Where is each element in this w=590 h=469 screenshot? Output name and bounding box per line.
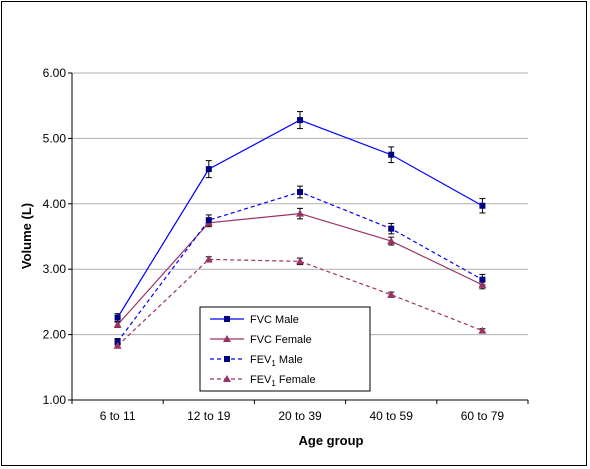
plot-area	[71, 73, 528, 401]
legend-marker	[224, 356, 230, 362]
data-point	[478, 326, 487, 334]
data-point	[387, 237, 396, 245]
legend-marker	[224, 316, 230, 322]
legend: FVC Male FVC Female FEV1 Male FEV1 Female	[199, 306, 371, 392]
data-point	[297, 117, 303, 124]
data-point	[113, 320, 122, 328]
y-tick-label: 3.00	[43, 262, 67, 276]
data-point	[204, 255, 213, 263]
data-point	[113, 341, 122, 349]
data-point	[296, 209, 304, 217]
data-point	[479, 276, 486, 283]
data-point	[387, 290, 396, 298]
legend-label: FVC Male	[250, 314, 299, 326]
series-markers	[113, 117, 487, 349]
x-axis-ticks: 6 to 11 12 to 19 20 to 39 40 to 59 60 to 79	[71, 400, 529, 423]
data-point	[388, 225, 395, 232]
data-point	[296, 257, 304, 265]
x-axis-title: Age group	[299, 433, 364, 448]
x-tick-label: 40 to 59	[370, 409, 414, 423]
data-point	[297, 189, 303, 196]
data-point	[205, 166, 212, 173]
x-tick-label: 20 to 39	[278, 409, 322, 423]
data-point	[479, 202, 486, 209]
x-tick-label: 60 to 79	[461, 409, 505, 423]
y-tick-label: 6.00	[43, 66, 67, 80]
legend-label: FVC Female	[250, 334, 312, 346]
legend-label: FEV1 Male	[250, 354, 303, 368]
y-tick-label: 5.00	[43, 131, 67, 145]
legend-label: FEV1 Female	[250, 374, 316, 388]
data-point	[114, 314, 121, 321]
x-tick-label: 12 to 19	[187, 409, 231, 423]
x-tick-label: 6 to 11	[100, 409, 136, 423]
legend-marker	[223, 375, 231, 382]
data-point	[478, 280, 487, 288]
y-tick-label: 2.00	[43, 328, 67, 342]
y-tick-label: 4.00	[43, 197, 67, 211]
data-point	[205, 217, 212, 224]
y-axis-title: Volume (L)	[19, 203, 34, 269]
y-tick-label: 1.00	[43, 393, 67, 407]
legend-marker	[223, 335, 231, 342]
data-point	[388, 151, 395, 158]
series-line	[117, 258, 483, 347]
y-axis-ticks: 1.00 2.00 3.00 4.00 5.00 6.00	[43, 66, 72, 407]
